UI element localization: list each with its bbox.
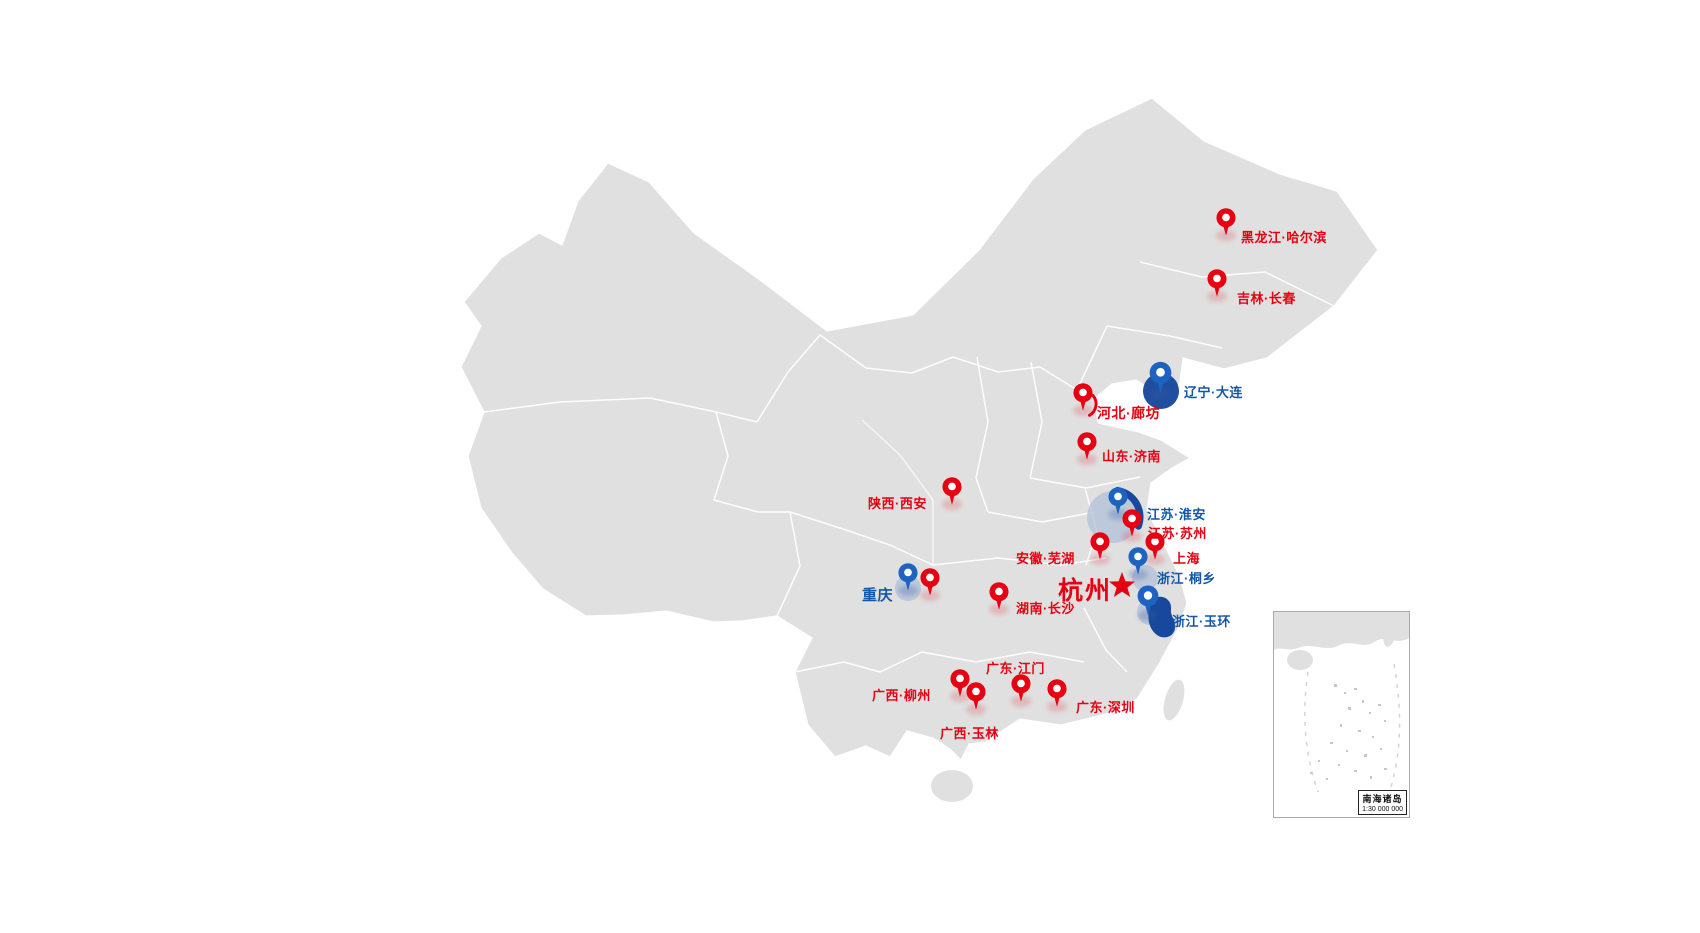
marker-label-anhui-wuhu: 安徽·芜湖: [1016, 551, 1075, 566]
marker-label-shandong-jinan: 山东·济南: [1102, 449, 1161, 464]
inset-title: 南海诸岛: [1362, 794, 1403, 804]
yuhuan-coast-highlight: [1148, 596, 1176, 638]
marker-label-hunan-changsha: 湖南·长沙: [1016, 601, 1075, 616]
south-china-sea-inset: 南海诸岛 1:30 000 000: [1273, 611, 1410, 818]
map-pin-shanghai[interactable]: [1144, 531, 1166, 561]
marker-label-guangdong-jiangmen: 广东·江门: [986, 661, 1045, 676]
taiwan-island: [1163, 679, 1185, 721]
map-pin-jilin-changchun[interactable]: [1206, 268, 1228, 298]
hq-label: 杭州: [1058, 577, 1113, 605]
inset-map: [1274, 612, 1409, 793]
map-pin-zhejiang-yuhuan[interactable]: [1136, 584, 1160, 617]
map-pin-liaoning-dalian[interactable]: [1148, 360, 1173, 395]
map-pin-jiangsu-huaian[interactable]: [1107, 486, 1129, 516]
marker-label-guangdong-shenzhen: 广东·深圳: [1076, 700, 1135, 715]
map-pin-chongqing-red[interactable]: [919, 567, 941, 597]
inset-label-box: 南海诸岛 1:30 000 000: [1358, 790, 1407, 815]
pin-shadow-liaoning-dalian: [1150, 388, 1170, 399]
map-pin-guangxi-liuzhou[interactable]: [949, 668, 971, 698]
map-pin-anhui-wuhu[interactable]: [1089, 531, 1111, 561]
halo-liaoning-dalian: [1143, 373, 1179, 409]
map-pin-guangxi-yulin[interactable]: [965, 681, 987, 711]
hq-star-icon[interactable]: [1108, 571, 1136, 599]
inset-dash-line: [1304, 663, 1401, 793]
mainland-shape: [460, 97, 1379, 762]
marker-label-chongqing: 重庆: [862, 587, 894, 604]
map-pin-jiangsu-suzhou[interactable]: [1121, 508, 1143, 538]
map-pin-hebei-langfang[interactable]: [1072, 382, 1094, 412]
marker-label-guangxi-liuzhou: 广西·柳州: [872, 688, 931, 703]
inset-taiwan: [1383, 621, 1397, 647]
marker-label-hebei-langfang: 河北·廊坊: [1097, 405, 1161, 421]
map-pin-shandong-jinan[interactable]: [1076, 431, 1098, 461]
inset-islands: [1310, 684, 1387, 780]
marker-label-guangxi-yulin: 广西·玉林: [940, 726, 999, 741]
map-pin-shaanxi-xian[interactable]: [941, 476, 963, 506]
marker-label-liaoning-dalian: 辽宁·大连: [1184, 385, 1243, 400]
marker-label-jiangsu-huaian: 江苏·淮安: [1147, 507, 1206, 522]
map-pin-guangdong-shenzhen[interactable]: [1046, 678, 1068, 708]
marker-label-shaanxi-xian: 陕西·西安: [868, 496, 927, 511]
province-borders: [483, 261, 1335, 673]
inset-scale: 1:30 000 000: [1362, 806, 1403, 813]
marker-label-zhejiang-yuhuan: 浙江·玉环: [1172, 614, 1231, 629]
marker-label-jiangsu-suzhou: 江苏·苏州: [1148, 526, 1207, 541]
halo-jiangsu-huaian: [1087, 491, 1139, 543]
map-pin-hunan-changsha[interactable]: [988, 581, 1010, 611]
map-pin-zhejiang-tongxiang[interactable]: [1127, 546, 1149, 576]
inset-coastline: [1274, 612, 1409, 650]
hainan-island: [931, 770, 973, 802]
map-pin-chongqing[interactable]: [897, 562, 919, 592]
marker-label-heilongjiang-haerbin: 黑龙江·哈尔滨: [1241, 230, 1327, 245]
inset-hainan: [1287, 650, 1313, 670]
marker-label-zhejiang-tongxiang: 浙江·桐乡: [1157, 571, 1216, 586]
langfang-arc: [1088, 394, 1098, 417]
map-pin-guangdong-jiangmen[interactable]: [1010, 673, 1032, 703]
map-pin-heilongjiang-haerbin[interactable]: [1215, 207, 1237, 237]
marker-label-shanghai: 上海: [1173, 551, 1201, 566]
marker-label-jilin-changchun: 吉林·长春: [1237, 291, 1296, 306]
